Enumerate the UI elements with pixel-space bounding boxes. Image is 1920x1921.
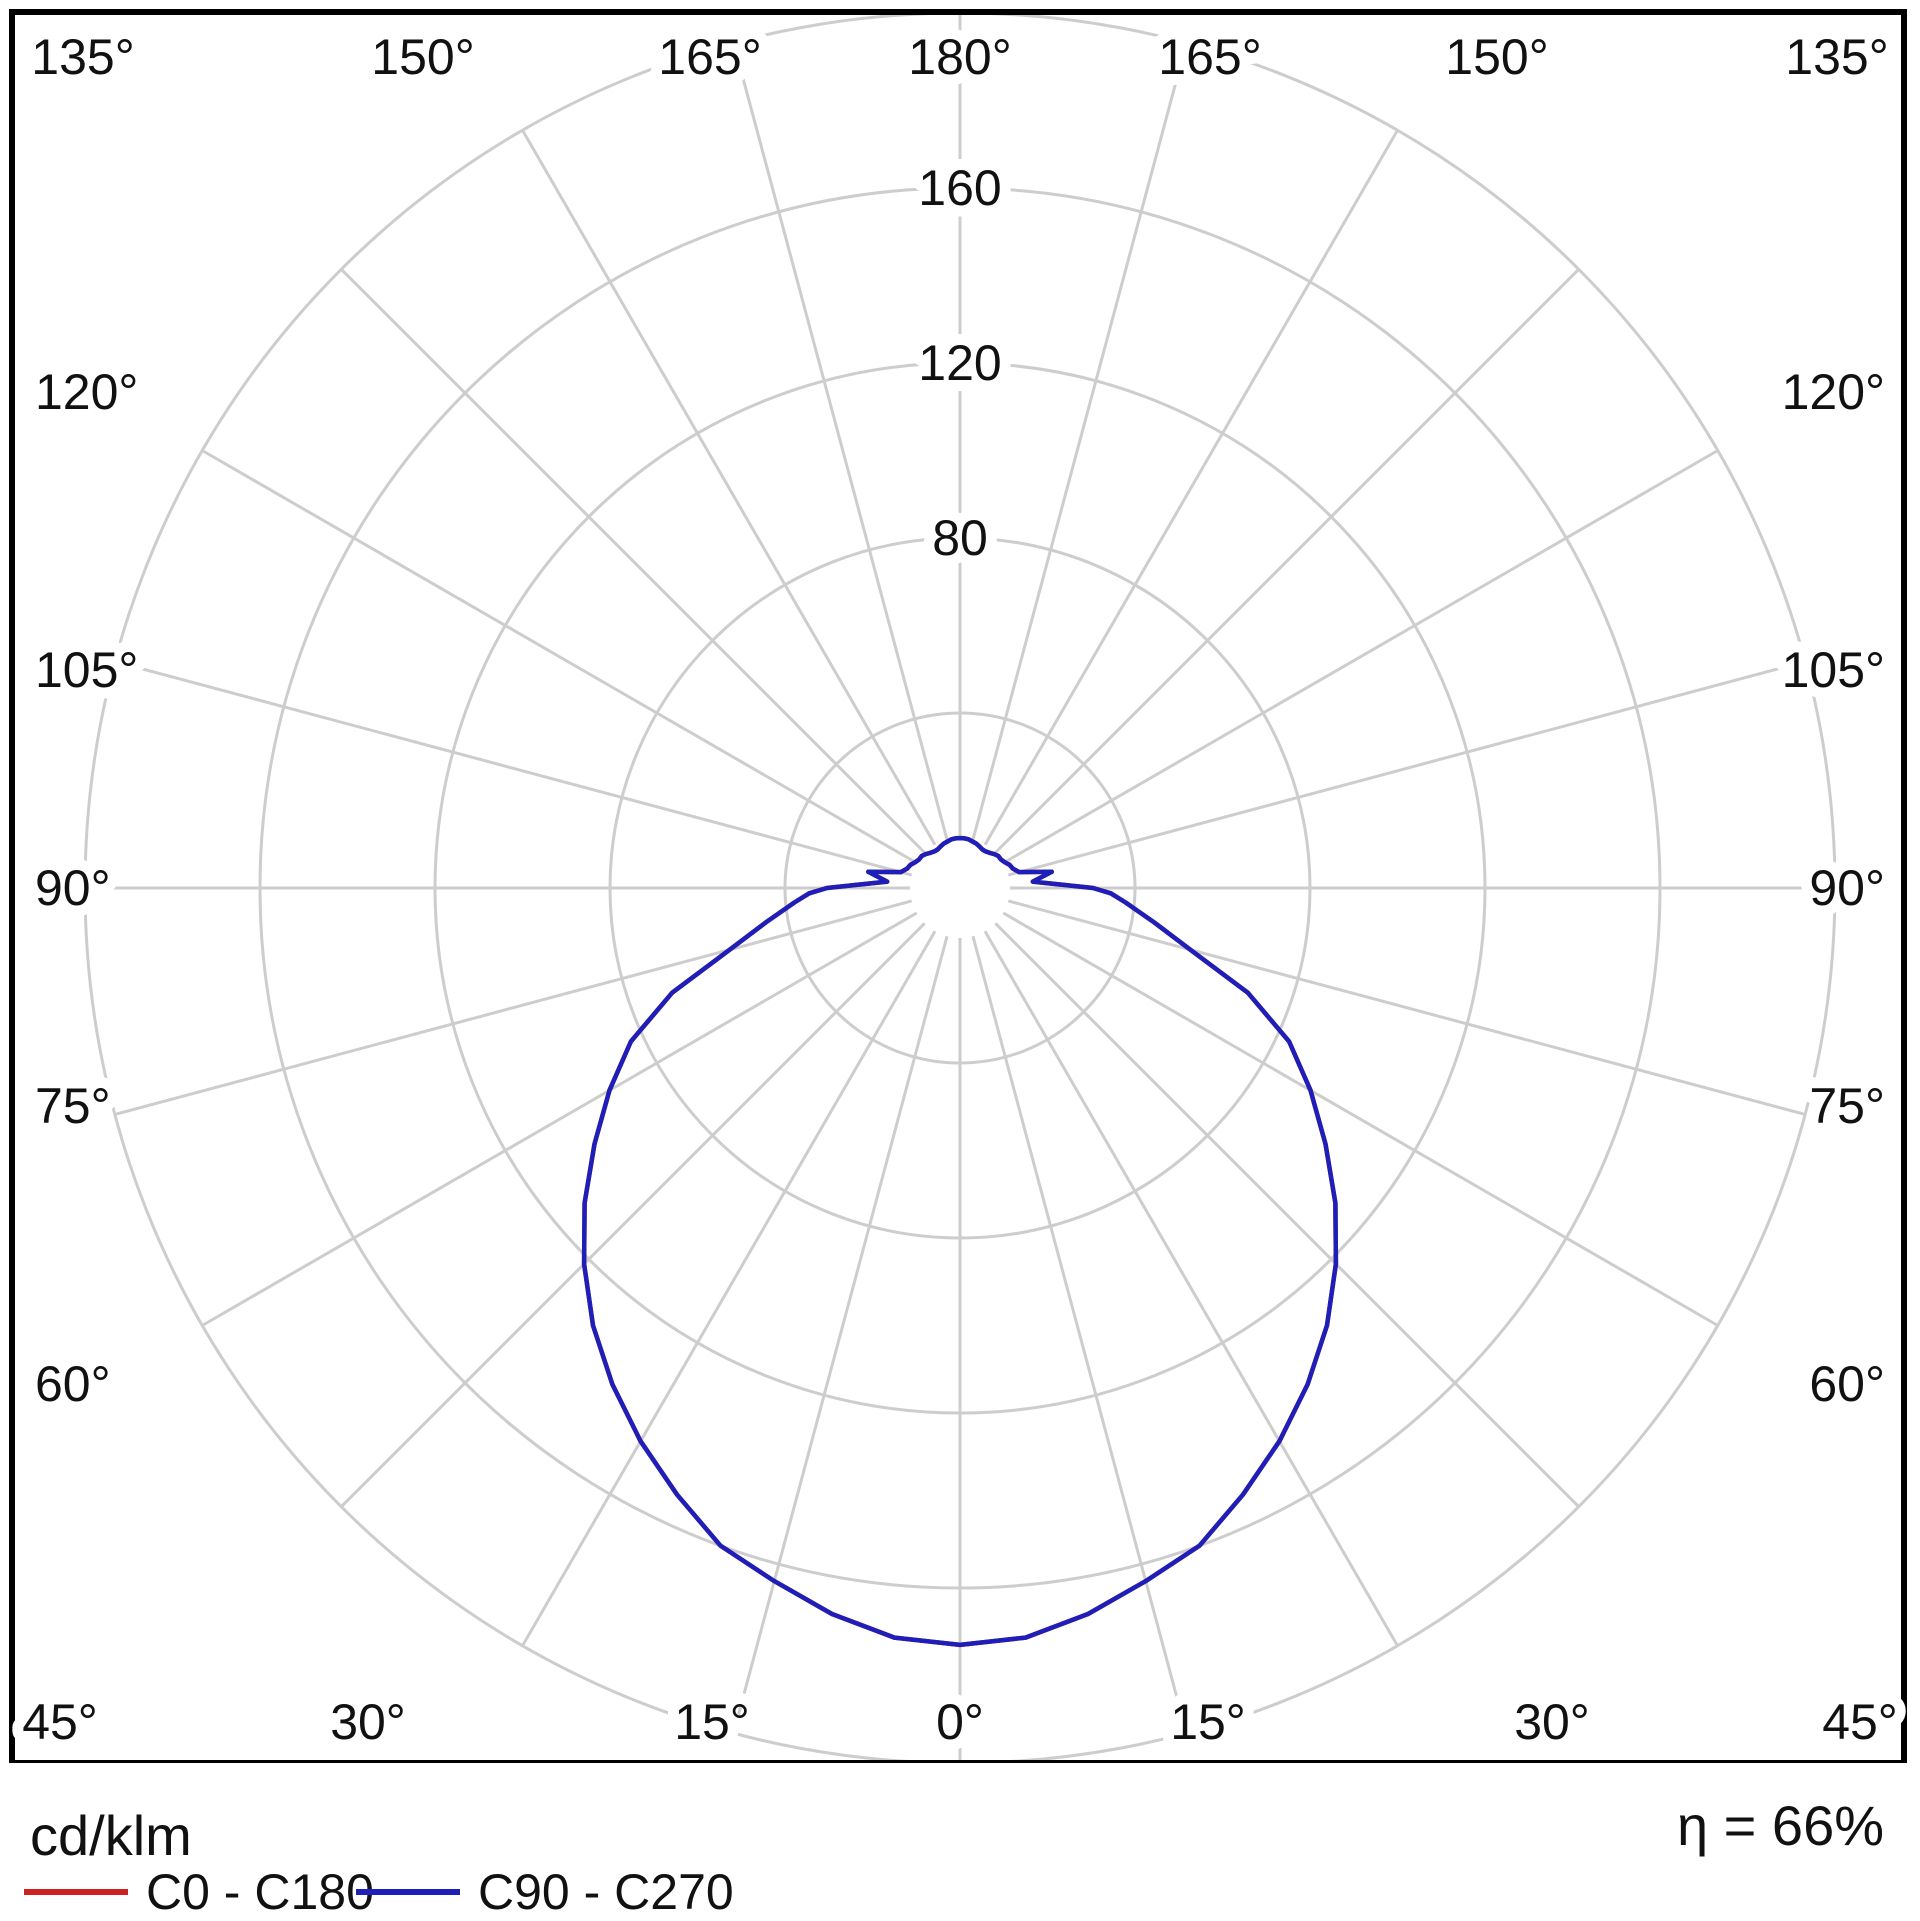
legend-item-c0-c180: C0 - C180 [24, 1863, 374, 1921]
grid-spoke-285 [114, 899, 913, 1116]
grid-spoke-315 [340, 922, 926, 1508]
unit-label: cd/klm [30, 1804, 192, 1867]
c0-c180-line-swatch [24, 1889, 128, 1895]
legend-item-c90-c270: C90 - C270 [356, 1863, 734, 1921]
angle-label-21-15deg: 15° [1170, 1694, 1246, 1750]
grid-spoke-345 [732, 935, 949, 1734]
legend-strip: cd/klm C0 - C180 C90 - C270 η = 66% [0, 1763, 1920, 1920]
grid-spoke-75 [1007, 899, 1806, 1116]
angle-label-20-0deg: 0° [936, 1694, 984, 1750]
grid-spoke-60 [1002, 911, 1719, 1327]
chart-labels: 80 120 160 135° 150° 165° 180° 165° 150° 135° 120°… [11, 18, 1909, 1761]
efficiency-label: η = 66% [1676, 1794, 1884, 1857]
grid-spoke-300 [201, 911, 918, 1327]
curve-C90-C270 [581, 835, 1339, 1648]
legend-label-c90-c270: C90 - C270 [478, 1864, 734, 1920]
angle-label-11-60deg: 60° [35, 1356, 111, 1412]
angle-label-14-90deg: 90° [1809, 860, 1885, 916]
angle-label-19-15deg: 15° [674, 1694, 750, 1750]
grid-spoke-225 [340, 268, 926, 854]
angle-label-16-60deg: 60° [1809, 1356, 1885, 1412]
grid-spoke-135 [994, 268, 1580, 854]
angle-label-23-45deg: 45° [1822, 1694, 1898, 1750]
grid-spoke-165 [971, 42, 1188, 841]
angle-label-9-90deg: 90° [35, 860, 111, 916]
c90-c270-line-swatch [356, 1889, 460, 1895]
angle-label-18-30deg: 30° [330, 1694, 406, 1750]
radial-tick-label-120: 120 [918, 335, 1001, 391]
legend-label-c0-c180: C0 - C180 [146, 1864, 374, 1920]
angle-label-8-105deg: 105° [35, 642, 138, 698]
radial-tick-label-160: 160 [918, 160, 1001, 216]
grid-spoke-255 [114, 660, 913, 877]
grid-spoke-120 [1002, 449, 1719, 865]
angle-label-12-120deg: 120° [1782, 364, 1885, 420]
grid-spoke-210 [521, 129, 937, 846]
angle-label-3-180deg: 180° [908, 29, 1011, 85]
angle-label-7-120deg: 120° [35, 364, 138, 420]
grid-spoke-150 [983, 129, 1399, 846]
angle-label-6-135deg: 135° [1785, 29, 1888, 85]
grid-spoke-105 [1007, 660, 1806, 877]
grid-spoke-45 [994, 922, 1580, 1508]
angle-label-10-75deg: 75° [35, 1078, 111, 1134]
intensity-curves [581, 835, 1339, 1648]
angle-label-5-150deg: 150° [1445, 29, 1548, 85]
grid-spoke-15 [971, 935, 1188, 1734]
angle-label-2-165deg: 165° [658, 29, 761, 85]
radial-tick-label-80: 80 [932, 510, 988, 566]
angle-label-22-30deg: 30° [1514, 1694, 1590, 1750]
angle-label-15-75deg: 75° [1809, 1078, 1885, 1134]
angle-label-13-105deg: 105° [1782, 642, 1885, 698]
grid-spoke-30 [983, 930, 1399, 1647]
grid-spoke-240 [201, 449, 918, 865]
grid-spoke-195 [732, 42, 949, 841]
angle-label-17-45deg: 45° [22, 1694, 98, 1750]
polar-grid [83, 15, 1837, 1760]
grid-spoke-330 [521, 930, 937, 1647]
angle-label-0-135deg: 135° [31, 29, 134, 85]
angle-label-1-150deg: 150° [371, 29, 474, 85]
angle-label-4-165deg: 165° [1158, 29, 1261, 85]
